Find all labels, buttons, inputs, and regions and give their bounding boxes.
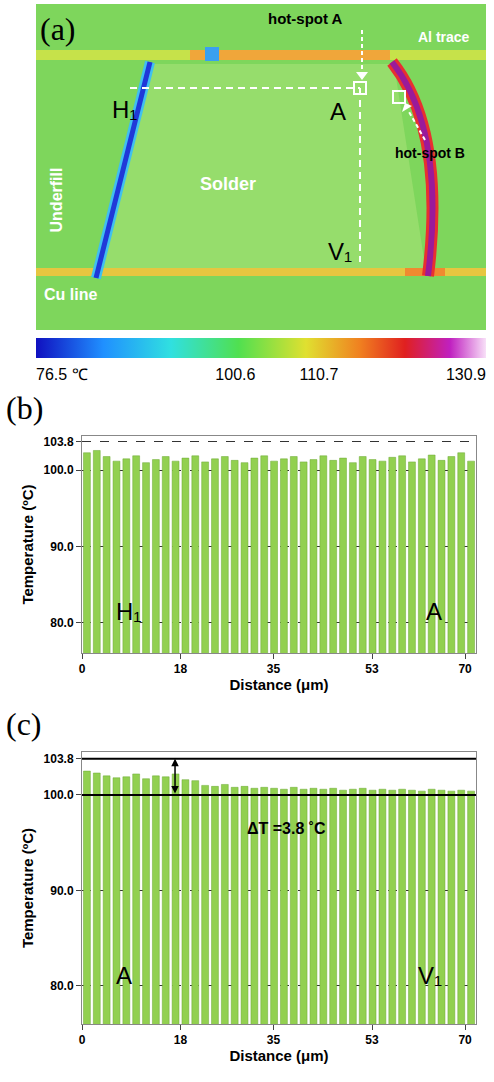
svg-text:A: A bbox=[330, 98, 346, 125]
svg-text:35: 35 bbox=[267, 1033, 281, 1047]
svg-text:ΔT =3.8 ˚C: ΔT =3.8 ˚C bbox=[247, 820, 326, 837]
svg-text:Temperature (ºC): Temperature (ºC) bbox=[19, 484, 36, 604]
svg-text:90.0: 90.0 bbox=[50, 884, 74, 898]
svg-text:53: 53 bbox=[365, 662, 379, 676]
html-text:(b): (b) bbox=[6, 390, 44, 426]
svg-text:Al trace: Al trace bbox=[418, 29, 470, 45]
svg-text:18: 18 bbox=[174, 1033, 188, 1047]
svg-text:76.5 ℃: 76.5 ℃ bbox=[36, 366, 88, 383]
svg-text:A: A bbox=[116, 962, 132, 989]
svg-text:Cu line: Cu line bbox=[44, 286, 97, 303]
svg-text:Underfill: Underfill bbox=[48, 168, 65, 233]
svg-text:0: 0 bbox=[79, 1033, 86, 1047]
svg-text:103.8: 103.8 bbox=[44, 435, 74, 449]
svg-text:100.0: 100.0 bbox=[44, 788, 74, 802]
svg-text:(a): (a) bbox=[40, 11, 76, 47]
svg-text:80.0: 80.0 bbox=[50, 979, 74, 993]
svg-text:18: 18 bbox=[174, 662, 188, 676]
svg-text:103.8: 103.8 bbox=[44, 752, 74, 766]
svg-text:70: 70 bbox=[458, 1033, 472, 1047]
svg-text:53: 53 bbox=[365, 1033, 379, 1047]
svg-text:90.0: 90.0 bbox=[50, 540, 74, 554]
svg-text:80.0: 80.0 bbox=[50, 616, 74, 630]
html-text:(c): (c) bbox=[6, 706, 42, 742]
svg-text:hot-spot B: hot-spot B bbox=[395, 145, 465, 161]
svg-text:H₁: H₁ bbox=[116, 598, 141, 625]
svg-text:hot-spot A: hot-spot A bbox=[268, 10, 343, 27]
svg-text:130.9: 130.9 bbox=[446, 366, 486, 383]
svg-text:V₁: V₁ bbox=[418, 962, 442, 989]
svg-text:Temperature (ºC): Temperature (ºC) bbox=[19, 828, 36, 948]
svg-text:100.0: 100.0 bbox=[44, 463, 74, 477]
svg-text:Distance (μm): Distance (μm) bbox=[229, 676, 328, 693]
svg-text:0: 0 bbox=[79, 662, 86, 676]
svg-text:100.6: 100.6 bbox=[215, 366, 255, 383]
svg-text:V₁: V₁ bbox=[328, 238, 352, 265]
svg-text:Solder: Solder bbox=[200, 174, 256, 194]
svg-text:A: A bbox=[426, 598, 442, 625]
svg-text:70: 70 bbox=[458, 662, 472, 676]
svg-text:H₁: H₁ bbox=[112, 96, 137, 123]
svg-text:110.7: 110.7 bbox=[299, 366, 338, 383]
svg-text:35: 35 bbox=[267, 662, 281, 676]
svg-text:Distance (μm): Distance (μm) bbox=[229, 1047, 328, 1064]
